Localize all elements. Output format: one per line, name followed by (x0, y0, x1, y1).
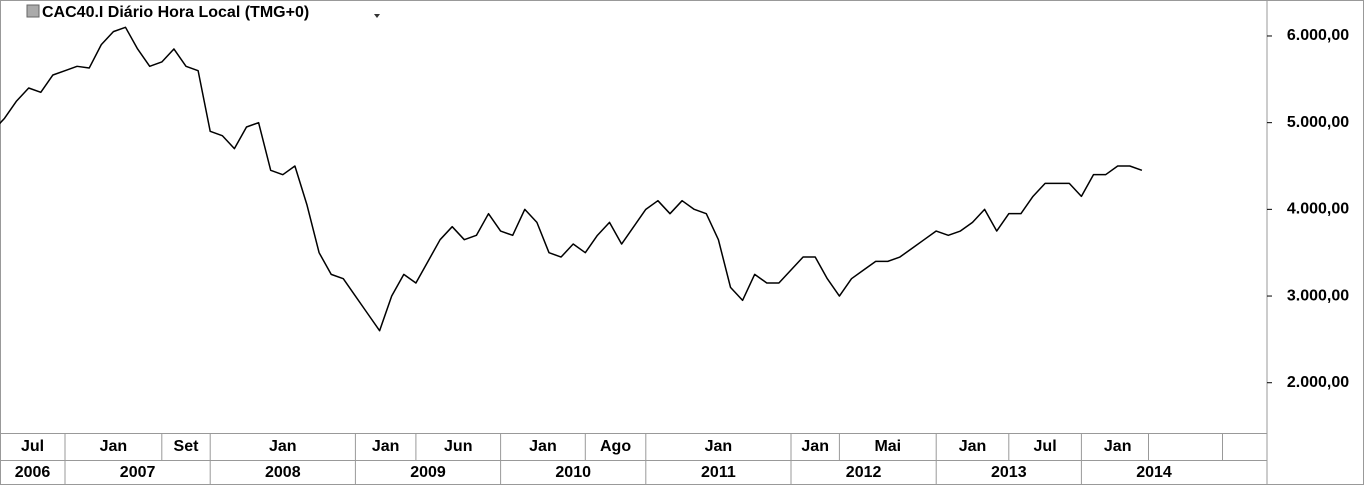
x-tick-label: Set (174, 438, 200, 455)
y-tick-label: 4.000,00 (1287, 201, 1349, 218)
x-tick-label: Jan (959, 438, 987, 455)
year-label: 2011 (701, 464, 736, 481)
x-tick-label: Jan (269, 438, 297, 455)
y-tick-label: 5.000,00 (1287, 114, 1349, 131)
year-label: 2007 (120, 464, 156, 481)
year-label: 2012 (846, 464, 882, 481)
instrument-icon[interactable] (26, 4, 40, 18)
y-tick-label: 6.000,00 (1287, 27, 1349, 44)
x-tick-label: Jan (705, 438, 733, 455)
dropdown-caret[interactable] (374, 14, 380, 18)
x-tick-label: Ago (600, 438, 631, 455)
y-tick-label: 3.000,00 (1287, 287, 1349, 304)
chart-title: CAC40.I Diário Hora Local (TMG+0) (42, 4, 309, 21)
x-tick-label: Jun (444, 438, 472, 455)
year-label: 2013 (991, 464, 1027, 481)
year-label: 2008 (265, 464, 301, 481)
year-label: 2009 (410, 464, 446, 481)
year-label: 2006 (15, 464, 51, 481)
x-tick-label: Jan (100, 438, 128, 455)
x-tick-label: Jul (1034, 438, 1057, 455)
x-tick-label: Mai (874, 438, 901, 455)
year-label: 2014 (1136, 464, 1172, 481)
x-tick-label: Jan (801, 438, 829, 455)
x-tick-label: Jul (21, 438, 44, 455)
x-tick-label: Jan (529, 438, 557, 455)
price-line (0, 26, 1143, 332)
x-tick-label: Jan (1104, 438, 1132, 455)
y-tick-label: 2.000,00 (1287, 374, 1349, 391)
year-label: 2010 (555, 464, 591, 481)
x-tick-label: Jan (372, 438, 400, 455)
